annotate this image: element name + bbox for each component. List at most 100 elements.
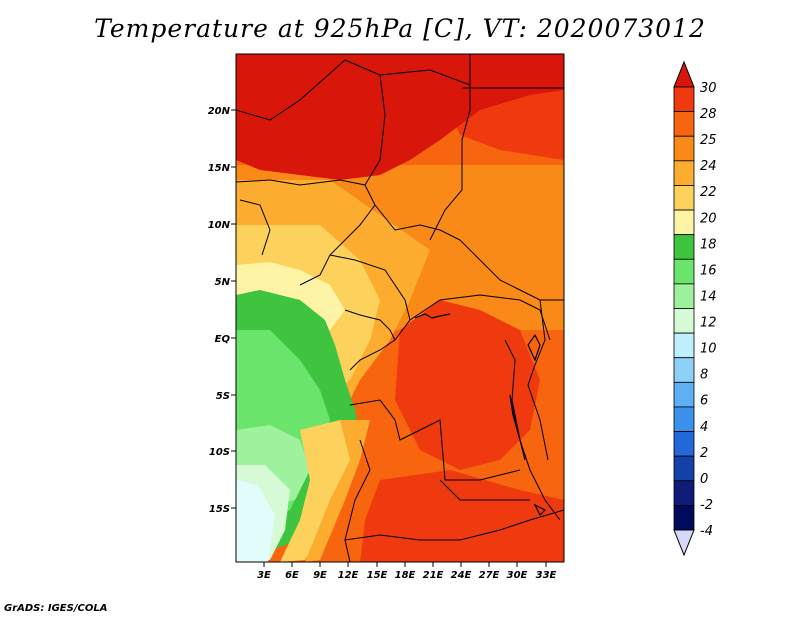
lake-tanganyika (509, 394, 526, 461)
svg-text:10S: 10S (209, 447, 230, 458)
field-south-orange (305, 420, 370, 562)
lat-axis: 20N 15N 10N 5N EQ 5S 10S 15S (208, 106, 236, 515)
border-congo-gabon (344, 309, 396, 371)
lat-label-15n: 15N (208, 163, 236, 174)
border-angola-namibia (344, 509, 564, 541)
colorbar-label: 30 (700, 81, 717, 96)
colorbar-segment (673, 431, 695, 457)
lat-label-20n: 20N (208, 106, 236, 117)
border-zambia (439, 479, 530, 501)
svg-text:10N: 10N (208, 220, 231, 231)
lake-victoria (527, 333, 541, 362)
svg-text:30E: 30E (507, 570, 528, 581)
border-cameroon (329, 254, 411, 321)
colorbar-label: 16 (700, 263, 717, 278)
colorbar-top-triangle (673, 60, 695, 88)
lon-label-27e: 27E (479, 562, 500, 581)
svg-text:33E: 33E (536, 570, 557, 581)
map-title: Temperature at 925hPa [C], VT: 202007301… (94, 14, 706, 43)
colorbar-label: 8 (700, 368, 708, 383)
colorbar-label: -2 (700, 498, 713, 513)
border-niger-libya (379, 69, 471, 86)
colorbar-segment (673, 480, 695, 506)
lake-kariba (533, 503, 547, 517)
lon-label-15e: 15E (367, 562, 388, 581)
colorbar-label: 10 (700, 342, 717, 357)
colorbar-label: 28 (700, 107, 717, 122)
map-frame (235, 53, 565, 563)
colorbar-segment (673, 308, 695, 334)
svg-text:18E: 18E (395, 570, 416, 581)
colorbar-label: 6 (700, 394, 708, 409)
colorbar-label: 20 (700, 211, 717, 226)
border-angola-drc (349, 399, 521, 481)
colorbar-label: 4 (700, 420, 708, 435)
border-nigeria (236, 179, 376, 286)
lon-label-21e: 21E (423, 562, 444, 581)
colorbar-bottom-triangle (673, 529, 695, 557)
field-cyan (236, 480, 275, 562)
lat-label-5s: 5S (216, 391, 236, 402)
svg-text:15E: 15E (367, 570, 388, 581)
svg-text:12E: 12E (338, 570, 359, 581)
lat-label-10s: 10S (209, 447, 236, 458)
colorbar-segment (673, 504, 695, 531)
lon-label-18e: 18E (395, 562, 416, 581)
svg-text:15S: 15S (209, 504, 230, 515)
border-car-south-sudan (374, 204, 564, 301)
colorbar-segment (673, 455, 695, 482)
border-benin (239, 199, 271, 256)
lon-label-6e: 6E (285, 562, 299, 581)
colorbar-label: 2 (700, 446, 708, 461)
lat-label-eq: EQ (215, 334, 236, 345)
lon-label-33e: 33E (536, 562, 557, 581)
colorbar-segment (673, 135, 695, 162)
colorbar-segment (673, 357, 695, 383)
svg-text:24E: 24E (451, 570, 472, 581)
svg-text:20N: 20N (208, 106, 231, 117)
footer-credit: GrADS: IGES/COLA (4, 603, 108, 614)
colorbar-segment (673, 209, 695, 236)
colorbar-label: 25 (700, 133, 717, 148)
colorbar-segment (673, 332, 695, 359)
svg-text:5S: 5S (216, 391, 230, 402)
colorbar-segment (673, 283, 695, 309)
country-borders (236, 54, 564, 562)
colorbar-segment (673, 406, 695, 432)
lon-label-24e: 24E (451, 562, 472, 581)
svg-text:EQ: EQ (215, 334, 231, 345)
lakes (414, 313, 547, 517)
colorbar-label: 0 (700, 472, 708, 487)
colorbar-segment (673, 234, 695, 260)
border-niger-mali (236, 59, 386, 186)
lat-label-5n: 5N (215, 277, 236, 288)
svg-text:6E: 6E (285, 570, 299, 581)
temperature-field (236, 54, 564, 562)
lon-label-3e: 3E (257, 562, 271, 581)
svg-text:9E: 9E (313, 570, 327, 581)
svg-text:5N: 5N (215, 277, 231, 288)
lon-label-30e: 30E (507, 562, 528, 581)
lat-label-15s: 15S (209, 504, 236, 515)
border-uganda-tanzania (527, 299, 549, 461)
colorbar-segment (673, 185, 695, 211)
colorbar-segment (673, 381, 695, 408)
border-drc-north (394, 294, 551, 341)
svg-text:21E: 21E (423, 570, 444, 581)
lon-label-12e: 12E (338, 562, 359, 581)
svg-text:3E: 3E (257, 570, 271, 581)
svg-text:27E: 27E (479, 570, 500, 581)
colorbar-label: 14 (700, 289, 717, 304)
colorbar-segment (673, 258, 695, 285)
colorbar-label: -4 (700, 524, 713, 539)
lat-label-10n: 10N (208, 220, 236, 231)
lon-label-9e: 9E (313, 562, 327, 581)
colorbar-segment (673, 111, 695, 137)
lon-axis: 3E 6E 9E 12E 15E 18E 21E 24E 27E 30E 33E (257, 562, 557, 581)
colorbar-label: 22 (700, 185, 717, 200)
field-south-yellow (280, 420, 360, 562)
drc-river (414, 313, 451, 319)
border-libya-sudan (429, 54, 471, 241)
